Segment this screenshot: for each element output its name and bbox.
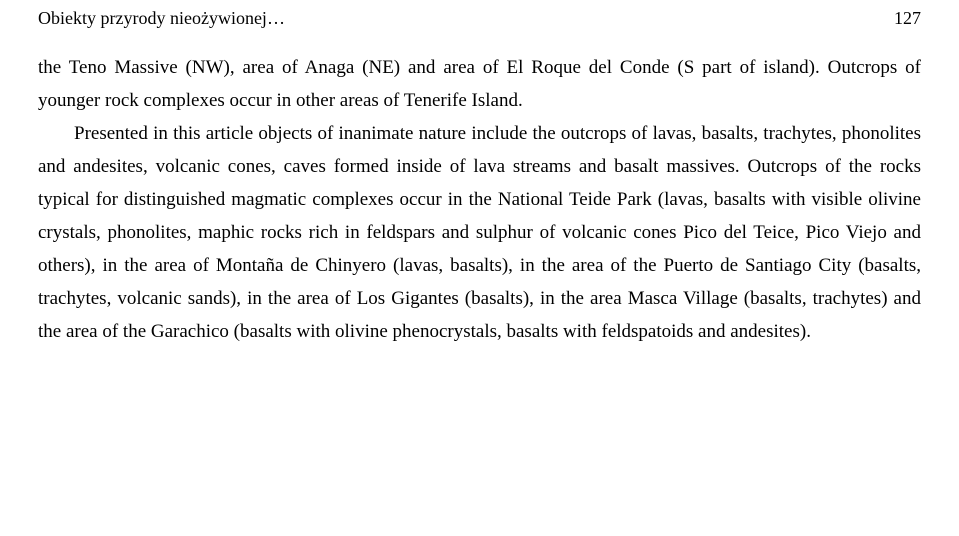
body-text: the Teno Massive (NW), area of Anaga (NE… <box>38 51 921 348</box>
paragraph: Presented in this article objects of ina… <box>38 117 921 348</box>
page-number: 127 <box>894 8 921 29</box>
running-title: Obiekty przyrody nieożywionej… <box>38 8 285 29</box>
paragraph-continuation: the Teno Massive (NW), area of Anaga (NE… <box>38 51 921 117</box>
page: Obiekty przyrody nieożywionej… 127 the T… <box>0 0 959 536</box>
running-head: Obiekty przyrody nieożywionej… 127 <box>38 8 921 29</box>
